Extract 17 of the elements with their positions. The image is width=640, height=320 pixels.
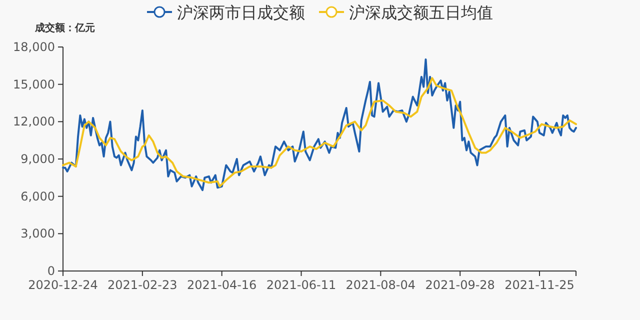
x-tick-label: 2021-08-04: [346, 278, 416, 292]
x-tick-label: 2021-02-23: [108, 278, 178, 292]
x-tick-label: 2021-11-25: [504, 278, 574, 292]
x-tick-label: 2021-06-11: [266, 278, 336, 292]
x-tick-label: 2021-04-16: [186, 278, 257, 292]
y-tick-label: 3,000: [20, 226, 55, 241]
x-tick-label: 2020-12-24: [28, 278, 98, 292]
y-tick-label: 15,000: [13, 77, 55, 92]
y-tick-label: 9,000: [20, 152, 55, 166]
y-axis-title: 成交额：亿元: [34, 22, 95, 34]
y-tick-label: 18,000: [13, 40, 55, 54]
y-tick-label: 0: [47, 264, 55, 278]
legend-label: 沪深两市日成交额: [177, 3, 305, 22]
x-tick-label: 2021-09-28: [425, 278, 495, 292]
legend-label: 沪深成交额五日均值: [349, 3, 493, 22]
y-tick-label: 6,000: [20, 189, 55, 204]
y-tick-label: 12,000: [13, 114, 55, 129]
